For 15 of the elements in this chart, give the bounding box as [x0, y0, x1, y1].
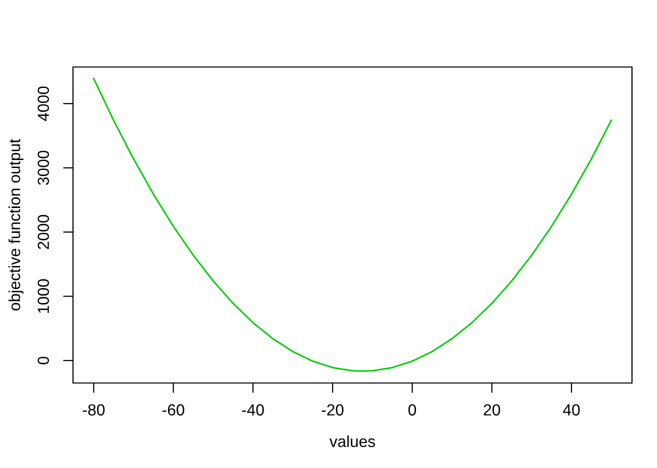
y-tick-label: 2000: [38, 214, 50, 250]
line-series: [92, 78, 612, 372]
x-tick-label: -20: [322, 404, 344, 416]
y-tick-label: 0: [38, 356, 50, 364]
x-tick-label: 0: [408, 404, 416, 416]
y-tick-label: 1000: [38, 279, 50, 313]
y-tick-label: 4000: [38, 86, 50, 122]
x-tick-label: 20: [484, 404, 500, 416]
x-tick-label: -80: [82, 404, 105, 416]
x-tick-label: -60: [162, 404, 184, 416]
x-axis-title: values: [329, 435, 376, 448]
y-axis-title: objective function output: [8, 138, 24, 310]
y-tick-label: 3000: [38, 150, 50, 185]
x-tick-label: -40: [242, 404, 264, 416]
x-tick-label: 40: [562, 404, 580, 416]
